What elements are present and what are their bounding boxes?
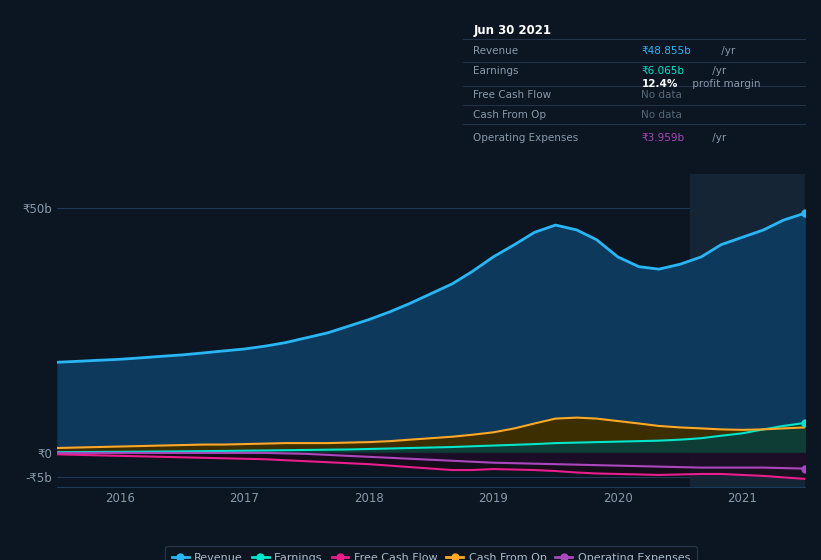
Text: ₹6.065b: ₹6.065b: [641, 66, 685, 76]
Text: Free Cash Flow: Free Cash Flow: [473, 90, 552, 100]
Text: Jun 30 2021: Jun 30 2021: [473, 24, 551, 36]
Text: /yr: /yr: [718, 45, 736, 55]
Text: ₹48.855b: ₹48.855b: [641, 45, 691, 55]
Text: /yr: /yr: [709, 133, 726, 143]
Text: Earnings: Earnings: [473, 66, 519, 76]
Text: Revenue: Revenue: [473, 45, 518, 55]
Text: 12.4%: 12.4%: [641, 80, 677, 90]
Text: /yr: /yr: [709, 66, 726, 76]
Text: No data: No data: [641, 110, 682, 120]
Text: ₹3.959b: ₹3.959b: [641, 133, 685, 143]
Legend: Revenue, Earnings, Free Cash Flow, Cash From Op, Operating Expenses: Revenue, Earnings, Free Cash Flow, Cash …: [166, 546, 696, 560]
Text: No data: No data: [641, 90, 682, 100]
Text: Operating Expenses: Operating Expenses: [473, 133, 579, 143]
Text: profit margin: profit margin: [690, 80, 761, 90]
Bar: [690, 174, 814, 487]
Text: Cash From Op: Cash From Op: [473, 110, 546, 120]
